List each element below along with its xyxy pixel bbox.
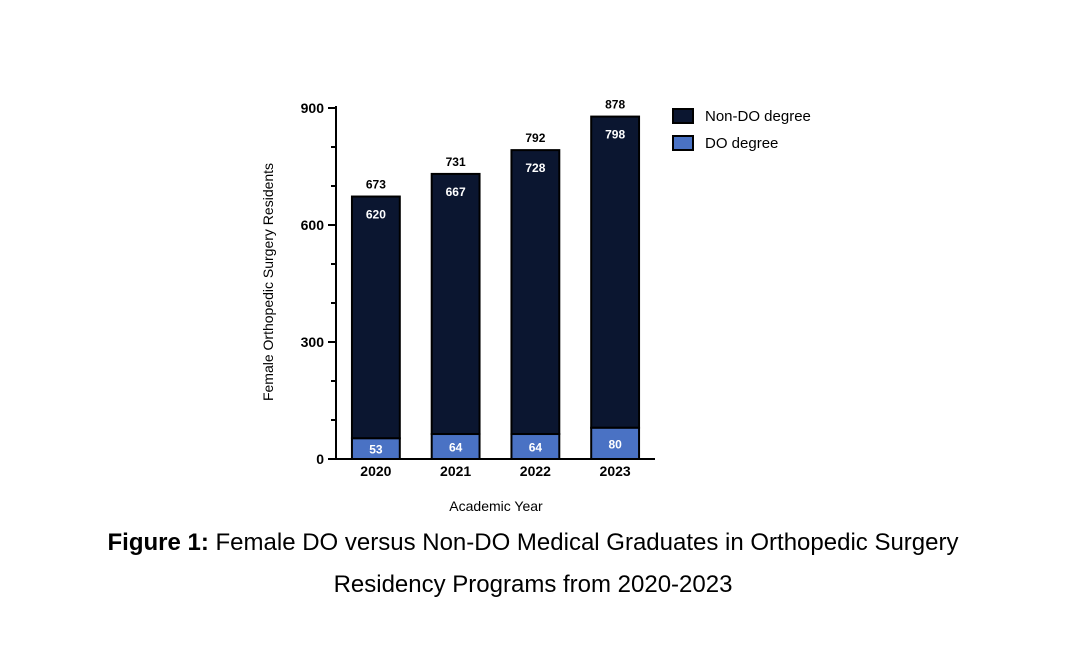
caption-line-2: Residency Programs from 2020-2023 — [333, 571, 733, 598]
y-axis-label: Female Orthopedic Surgery Residents — [260, 163, 276, 401]
bar-non-do-label: 798 — [605, 128, 625, 142]
bar-non-do — [430, 172, 481, 436]
legend-swatch — [672, 108, 694, 124]
bar-non-do-label: 728 — [525, 161, 545, 175]
bar-do-label: 80 — [608, 437, 622, 451]
bar-total-label: 731 — [446, 155, 466, 169]
bar-non-do-label: 620 — [366, 208, 386, 222]
y-tick-label: 300 — [301, 334, 325, 350]
stacked-bar-chart: 0 300 600 900 673 620 53 2020 731 667 64 2021 792 728… — [260, 98, 811, 514]
legend-swatch — [672, 135, 694, 151]
figure-caption: Figure 1: Female DO versus Non-DO Medica… — [0, 528, 1066, 558]
bar-non-do-label: 667 — [446, 185, 466, 199]
y-tick-label: 600 — [301, 217, 325, 233]
caption-line-1: Female DO versus Non-DO Medical Graduate… — [215, 529, 959, 556]
x-axis-label: Academic Year — [449, 498, 543, 514]
x-tick-label: 2020 — [360, 463, 391, 479]
x-tick-label: 2022 — [520, 463, 551, 479]
bar-do — [430, 433, 481, 461]
figure-caption-line-2-container: Residency Programs from 2020-2023 — [0, 570, 1066, 600]
bar-do-label: 53 — [369, 443, 383, 457]
bar-do — [510, 433, 561, 461]
caption-prefix: Figure 1: — [107, 529, 209, 556]
bar-do — [350, 437, 401, 460]
bar-do — [590, 426, 641, 460]
y-tick-label: 0 — [316, 451, 324, 467]
bar-do-label: 64 — [449, 441, 463, 455]
bar-total-label: 673 — [366, 178, 386, 192]
legend-label: DO degree — [705, 135, 778, 152]
bar-non-do — [590, 115, 641, 429]
legend-label: Non-DO degree — [705, 108, 811, 125]
y-tick-label: 900 — [301, 100, 325, 116]
x-tick-label: 2023 — [600, 463, 631, 479]
x-tick-label: 2021 — [440, 463, 471, 479]
plot-area: 0 300 600 900 673 620 53 2020 731 667 64 2021 792 728… — [301, 98, 811, 479]
bar-do-label: 64 — [529, 441, 543, 455]
bar-total-label: 878 — [605, 98, 625, 112]
bar-non-do — [510, 149, 561, 436]
bar-total-label: 792 — [525, 131, 545, 145]
bar-non-do — [350, 195, 401, 440]
